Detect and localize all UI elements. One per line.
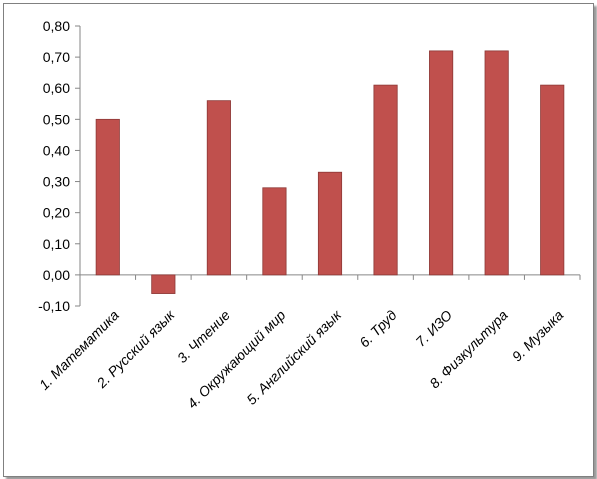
- y-tick-label: 0,70: [43, 49, 70, 65]
- y-tick-label: 0,20: [43, 205, 70, 221]
- y-tick-label: 0,50: [43, 111, 70, 127]
- y-tick-label: 0,30: [43, 174, 70, 190]
- y-tick-label: 0,40: [43, 142, 70, 158]
- bar: [373, 84, 398, 276]
- bar: [484, 50, 509, 276]
- bar: [206, 100, 231, 276]
- y-tick-labels: 0,80 0,70 0,60 0,50 0,40 0,30 0,20 0,10 0,00 -0,1…: [38, 18, 70, 314]
- bar: [540, 84, 565, 276]
- bar: [262, 187, 287, 276]
- y-tick-label: 0,00: [43, 267, 70, 283]
- bar: [95, 118, 120, 276]
- x-tick-label: 5. Английский язык: [243, 306, 345, 408]
- y-tick-label: 0,10: [43, 236, 70, 252]
- y-tick-label: 0,80: [43, 18, 70, 34]
- bars: [95, 50, 565, 294]
- x-tick-label: 4. Окружающий мир: [184, 307, 289, 412]
- x-tick-label: 6. Труд: [356, 307, 400, 351]
- bar: [317, 171, 343, 276]
- x-tick-label: 3. Чтение: [174, 307, 233, 366]
- bar: [151, 274, 176, 294]
- y-tick-label: 0,60: [43, 80, 70, 96]
- bar: [429, 50, 454, 276]
- x-tick-label: 7. ИЗО: [412, 307, 455, 350]
- x-tick-label: 9. Музыка: [509, 307, 567, 365]
- y-tick-label: -0,10: [38, 298, 70, 314]
- y-axis: [75, 25, 81, 307]
